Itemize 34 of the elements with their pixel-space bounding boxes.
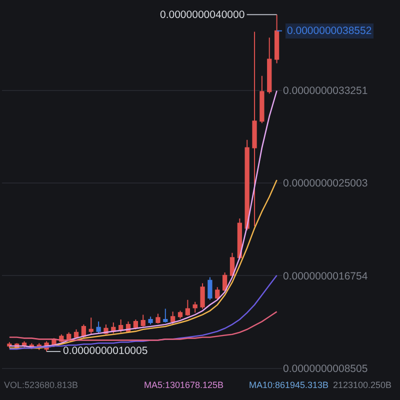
candlestick	[230, 252, 235, 278]
y-tick-label: 0.0000000025003	[283, 178, 368, 190]
annotation: 0.0000000010005	[63, 345, 148, 357]
candlestick	[208, 276, 212, 300]
candlestick	[215, 286, 220, 300]
candlestick	[148, 316, 153, 325]
candlestick	[96, 321, 101, 334]
y-tick-label: 0.0000000033251	[283, 85, 368, 98]
candlestick	[178, 310, 183, 320]
candlestick	[88, 317, 94, 335]
candlestick	[274, 14, 280, 64]
text: MA10:861945.313B	[249, 380, 329, 390]
ref-line-label: 0.0000000038552	[287, 25, 372, 37]
text: MA5:1301678.125B	[144, 380, 224, 390]
candlestick	[200, 282, 205, 310]
candlestick	[140, 314, 146, 327]
candlestick	[252, 31, 257, 227]
text: VOL:523680.813B	[4, 380, 78, 390]
line-series	[8, 90, 278, 348]
y-tick-label: 0.0000000008505	[283, 363, 368, 376]
candlestick	[133, 319, 138, 330]
annotation: 0.0000000040000	[160, 9, 245, 21]
candlestick	[185, 299, 190, 316]
y-tick-label: 0.0000000016754	[283, 270, 368, 282]
candlestick	[244, 139, 250, 231]
text: 2123100.250B	[333, 380, 392, 390]
candlestick	[74, 328, 79, 339]
candlestick	[267, 37, 272, 94]
line-series	[8, 311, 278, 341]
candlestick	[156, 313, 160, 324]
candlestick	[192, 301, 198, 314]
candlestick	[163, 308, 168, 324]
candlestick	[260, 75, 264, 124]
candlestick	[170, 311, 176, 325]
